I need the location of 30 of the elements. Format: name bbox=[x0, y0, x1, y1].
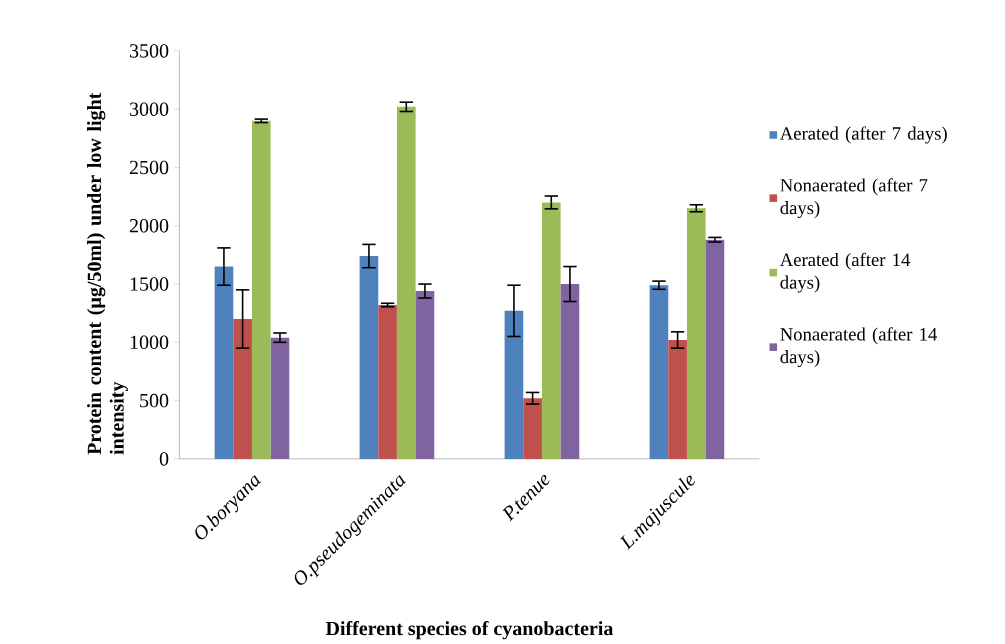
legend-label: Aerated (after 14 days) bbox=[779, 252, 911, 293]
bar bbox=[378, 305, 397, 459]
y-tick-label: 0 bbox=[159, 452, 169, 466]
legend-label: Nonaerated (after 7 days) bbox=[780, 178, 928, 219]
y-axis-title: Protein content (µg/50ml) under low light intensity bbox=[87, 92, 128, 455]
x-axis-title: Different species of cyanobacteria bbox=[325, 621, 614, 640]
bar bbox=[214, 266, 234, 459]
bar bbox=[686, 208, 706, 459]
bar bbox=[270, 337, 290, 459]
y-tick-label: 1000 bbox=[130, 335, 169, 350]
bar bbox=[523, 398, 542, 459]
y-tick-label: 2500 bbox=[129, 160, 169, 175]
bar bbox=[251, 120, 271, 459]
legend-label: Aerated (after 7 days) bbox=[779, 126, 947, 144]
y-tick-label: 3500 bbox=[130, 44, 169, 58]
bar bbox=[649, 285, 669, 459]
legend-label: Nonaerated (after 14 days) bbox=[780, 327, 938, 368]
y-tick-label: 2000 bbox=[129, 219, 169, 233]
y-tick-label: 3000 bbox=[130, 102, 169, 117]
bar bbox=[504, 310, 524, 459]
bar bbox=[359, 256, 379, 459]
y-tick-label: 500 bbox=[140, 393, 169, 408]
bar bbox=[396, 106, 416, 459]
bar bbox=[668, 340, 687, 459]
bar bbox=[541, 202, 561, 459]
bar bbox=[705, 239, 725, 459]
y-tick-label: 1500 bbox=[130, 277, 169, 291]
bar bbox=[233, 319, 252, 459]
bar bbox=[415, 291, 435, 459]
bar bbox=[560, 284, 580, 459]
